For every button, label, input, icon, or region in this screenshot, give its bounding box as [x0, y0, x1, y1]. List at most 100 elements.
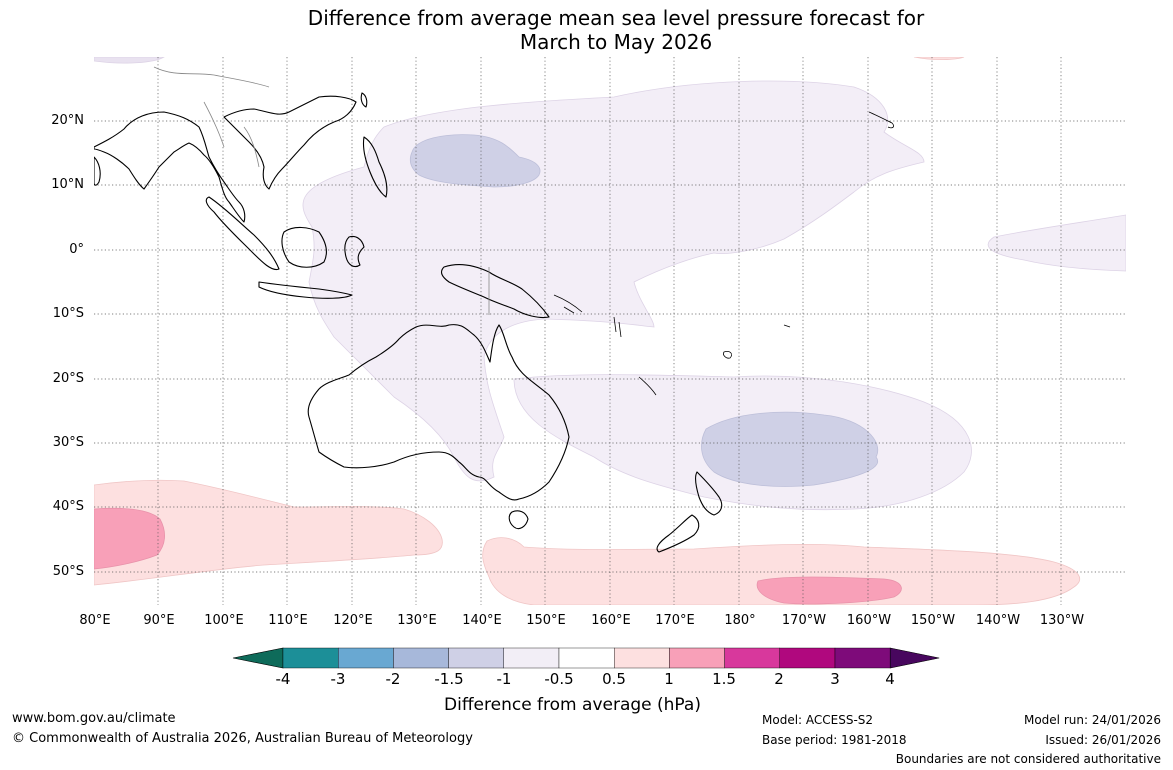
east-pacific-equatorial-low: [987, 214, 1126, 272]
colorbar-cells: [232, 647, 940, 669]
cb-tick-8: 1: [664, 670, 674, 688]
coastlines: [94, 92, 723, 553]
philippines-coast: [362, 136, 388, 198]
lon-label-140e: 140°E: [462, 613, 502, 628]
india-tip: [94, 156, 101, 186]
lon-label-170w: 170°W: [781, 613, 827, 628]
colorbar-cell: [337, 647, 394, 669]
southern-indian-ocean-high-core: [94, 507, 165, 570]
lon-label-120e: 120°E: [333, 613, 373, 628]
colorbar-cell: [282, 647, 339, 669]
anomaly-fills: [94, 57, 1126, 605]
colorbar-label-wrap: Difference from average (hPa): [0, 695, 1173, 715]
cb-tick-10: 2: [774, 670, 784, 688]
lon-label-90e: 90°E: [143, 613, 175, 628]
colorbar: [232, 647, 940, 669]
issued-date: Issued: 26/01/2026: [1045, 733, 1161, 747]
lat-label-40s: 40°S: [52, 499, 84, 514]
website-link[interactable]: www.bom.gov.au/climate: [12, 711, 176, 726]
taiwan-coast: [360, 92, 368, 108]
southern-ocean-high-core: [756, 576, 902, 605]
lat-label-20s: 20°S: [52, 371, 84, 386]
lon-label-130w: 130°W: [1039, 613, 1085, 628]
cb-tick-1: -4: [275, 670, 291, 688]
lat-label-10n: 10°N: [51, 177, 84, 192]
lat-label-eq: 0°: [69, 242, 84, 257]
lon-label-80e: 80°E: [79, 613, 111, 628]
southern-indian-ocean-high: [94, 479, 443, 586]
lat-label-50s: 50°S: [52, 564, 84, 579]
chart-title: Difference from average mean sea level p…: [0, 6, 1173, 54]
samoa: [783, 324, 791, 328]
cb-tick-11: 3: [830, 670, 840, 688]
lat-label-10s: 10°S: [52, 306, 84, 321]
sulawesi-coast: [344, 235, 365, 268]
lon-label-110e: 110°E: [268, 613, 308, 628]
lon-label-150w: 150°W: [910, 613, 956, 628]
copyright-text: © Commonwealth of Australia 2026, Austra…: [12, 731, 473, 746]
colorbar-cell: [669, 647, 725, 669]
colorbar-label: Difference from average (hPa): [444, 695, 701, 715]
country-borders: [153, 66, 490, 315]
colorbar-cell: [393, 647, 449, 669]
cb-tick-2: -3: [330, 670, 346, 688]
hawaii: [868, 111, 895, 129]
colorbar-extend-high: [889, 647, 940, 669]
title-line-2: March to May 2026: [519, 30, 713, 54]
lat-label-30s: 30°S: [52, 435, 84, 450]
australia-coast: [307, 324, 570, 501]
new-guinea-coast: [440, 263, 550, 319]
map-canvas: [94, 57, 1126, 605]
north-pacific-high-sliver: [913, 57, 965, 61]
asia-mainland: [94, 111, 246, 223]
colorbar-cell: [834, 647, 891, 669]
cb-tick-12: 4: [885, 670, 895, 688]
lon-label-160e: 160°E: [591, 613, 631, 628]
lon-label-170e: 170°E: [655, 613, 695, 628]
borneo-coast: [281, 226, 328, 268]
model-run-date: Model run: 24/01/2026: [1023, 713, 1161, 727]
colorbar-cell: [779, 647, 836, 669]
border-3: [243, 126, 260, 168]
colorbar-cell: [558, 647, 615, 669]
java-coast: [258, 281, 353, 299]
lon-label-140w: 140°W: [975, 613, 1021, 628]
tasman-low-core: [701, 411, 878, 487]
lon-label-100e: 100°E: [204, 613, 244, 628]
base-period: Base period: 1981-2018: [762, 733, 907, 747]
cb-tick-5: -1: [496, 670, 512, 688]
sumatra-coast: [205, 196, 280, 271]
new-zealand-north: [694, 471, 723, 516]
colorbar-extend-low: [232, 647, 284, 669]
lon-label-160w: 160°W: [846, 613, 892, 628]
tasmania-coast: [508, 510, 529, 530]
map-panel: [94, 57, 1126, 605]
pacific-islands: [553, 111, 895, 396]
title-line-1: Difference from average mean sea level p…: [307, 6, 925, 30]
solomon-islands: [553, 294, 583, 314]
colorbar-cell: [503, 647, 560, 669]
colorbar-cell: [614, 647, 670, 669]
border-1: [153, 66, 270, 88]
lon-label-130e: 130°E: [397, 613, 437, 628]
southern-ocean-high: [482, 537, 1080, 605]
model-name: Model: ACCESS-S2: [762, 713, 874, 727]
colorbar-cell: [724, 647, 781, 669]
north-low-sliver: [94, 57, 165, 64]
lon-label-180: 180°: [724, 613, 756, 628]
philippine-sea-low-core: [409, 134, 541, 188]
fiji: [723, 351, 732, 359]
cb-tick-4: -1.5: [434, 670, 464, 688]
lat-label-20n: 20°N: [51, 113, 84, 128]
graticule: [94, 57, 1126, 605]
vanuatu: [613, 316, 622, 338]
new-caledonia: [638, 376, 657, 396]
cb-tick-9: 1.5: [712, 670, 736, 688]
new-zealand-south: [656, 514, 700, 553]
cb-tick-7: 0.5: [602, 670, 626, 688]
boundaries-disclaimer: Boundaries are not considered authoritat…: [895, 752, 1161, 766]
cb-tick-6: -0.5: [544, 670, 574, 688]
lon-label-150e: 150°E: [526, 613, 566, 628]
border-2: [203, 101, 225, 148]
cb-tick-3: -2: [385, 670, 401, 688]
